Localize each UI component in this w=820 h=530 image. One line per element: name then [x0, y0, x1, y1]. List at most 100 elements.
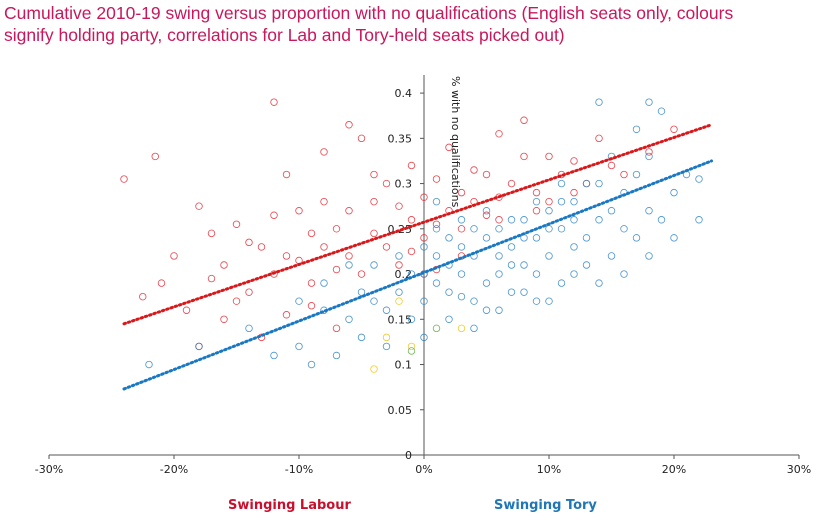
point-labour-held: [345, 252, 353, 260]
point-labour-held: [245, 288, 253, 296]
point-labour-held: [232, 297, 241, 305]
point-tory-held: [545, 207, 553, 215]
point-tory-held: [532, 234, 541, 242]
point-labour-held: [670, 125, 678, 133]
point-labour-held: [320, 148, 328, 156]
point-tory-held: [695, 216, 703, 224]
point-tory-held: [432, 197, 441, 206]
point-labour-held: [407, 216, 416, 224]
point-labour-held: [332, 225, 341, 233]
point-tory-held: [607, 207, 616, 215]
point-labour-held: [570, 188, 578, 197]
legend-swinging-labour: Swinging Labour: [228, 498, 351, 513]
point-tory-held: [657, 216, 666, 224]
point-labour-held: [545, 152, 553, 161]
point-tory-held: [407, 315, 416, 323]
point-tory-held: [570, 197, 578, 206]
point-labour-held: [151, 152, 159, 161]
point-tory-held: [357, 333, 366, 342]
point-tory-held: [445, 315, 453, 323]
point-tory-held: [695, 175, 703, 183]
point-tory-held: [357, 288, 366, 296]
point-tory-held: [545, 225, 553, 233]
y-tick-label: 0.2: [395, 268, 413, 281]
point-labour-held: [482, 170, 491, 179]
point-labour-held: [407, 161, 416, 170]
point-tory-held: [570, 243, 578, 251]
point-labour-held: [232, 220, 241, 228]
point-tory-held: [645, 98, 653, 106]
y-axis-label: % with no qualifications: [449, 76, 462, 208]
point-labour-held: [320, 197, 328, 206]
point-labour-held: [382, 179, 391, 188]
point-labour-held: [270, 211, 278, 219]
point-labour-held: [520, 116, 528, 124]
point-tory-held: [245, 324, 253, 333]
point-tory-held: [570, 270, 578, 278]
point-tory-held: [532, 270, 541, 278]
point-labour-held: [345, 121, 353, 129]
point-labour-held: [482, 211, 491, 219]
point-tory-held: [520, 234, 528, 242]
point-tory-held: [545, 252, 553, 260]
point-tory-held: [495, 270, 503, 278]
point-tory-held: [307, 360, 316, 369]
point-tory-held: [532, 297, 541, 305]
point-tory-held: [582, 179, 591, 188]
x-tick-label: 20%: [662, 463, 686, 476]
x-tick-label: -10%: [285, 463, 313, 476]
point-labour-held: [170, 252, 178, 260]
point-tory-held: [420, 297, 428, 305]
point-labour-held: [357, 270, 366, 278]
point-tory-held: [657, 107, 666, 115]
point-labour-held: [432, 175, 441, 183]
point-tory-held: [595, 279, 603, 287]
x-tick-label: 10%: [537, 463, 561, 476]
point-tory-held: [557, 225, 566, 233]
point-tory-held: [620, 225, 628, 233]
point-labour-held: [432, 265, 441, 274]
point-tory-held: [507, 216, 516, 224]
point-labour-held: [207, 274, 216, 283]
point-lib-dem-held: [457, 324, 466, 333]
point-green-held: [407, 347, 416, 355]
point-tory-held: [195, 342, 203, 351]
point-tory-held: [395, 252, 403, 260]
point-tory-held: [270, 351, 278, 360]
point-tory-held: [495, 225, 503, 233]
x-tick-label: 0%: [415, 463, 432, 476]
point-labour-held: [357, 134, 366, 143]
point-tory-held: [570, 216, 578, 224]
point-tory-held: [295, 297, 303, 305]
tory-trendline: [122, 159, 713, 391]
point-tory-held: [382, 306, 391, 314]
point-tory-held: [457, 243, 466, 251]
point-labour-held: [307, 279, 316, 287]
point-tory-held: [370, 297, 378, 305]
point-labour-held: [332, 265, 341, 274]
point-tory-held: [395, 288, 403, 296]
point-tory-held: [420, 243, 428, 251]
point-tory-held: [495, 252, 503, 260]
point-labour-held: [520, 152, 528, 161]
point-labour-held: [282, 311, 291, 319]
point-labour-held: [607, 161, 616, 170]
chart-title-line-2: signify holding party, correlations for …: [4, 25, 565, 45]
point-tory-held: [482, 279, 491, 287]
point-tory-held: [320, 279, 328, 287]
point-labour-held: [345, 207, 353, 215]
point-tory-held: [457, 270, 466, 278]
point-labour-held: [307, 229, 316, 238]
point-tory-held: [420, 333, 428, 342]
labour-trendline: [122, 123, 713, 326]
point-lib-dem-held: [395, 297, 403, 305]
point-tory-held: [595, 179, 603, 188]
point-labour-held: [207, 229, 216, 238]
point-labour-held: [432, 220, 441, 228]
point-labour-held: [395, 202, 403, 210]
point-tory-held: [482, 234, 491, 242]
point-lib-dem-held: [407, 342, 416, 351]
point-labour-held: [645, 148, 653, 156]
point-labour-held: [420, 234, 428, 242]
